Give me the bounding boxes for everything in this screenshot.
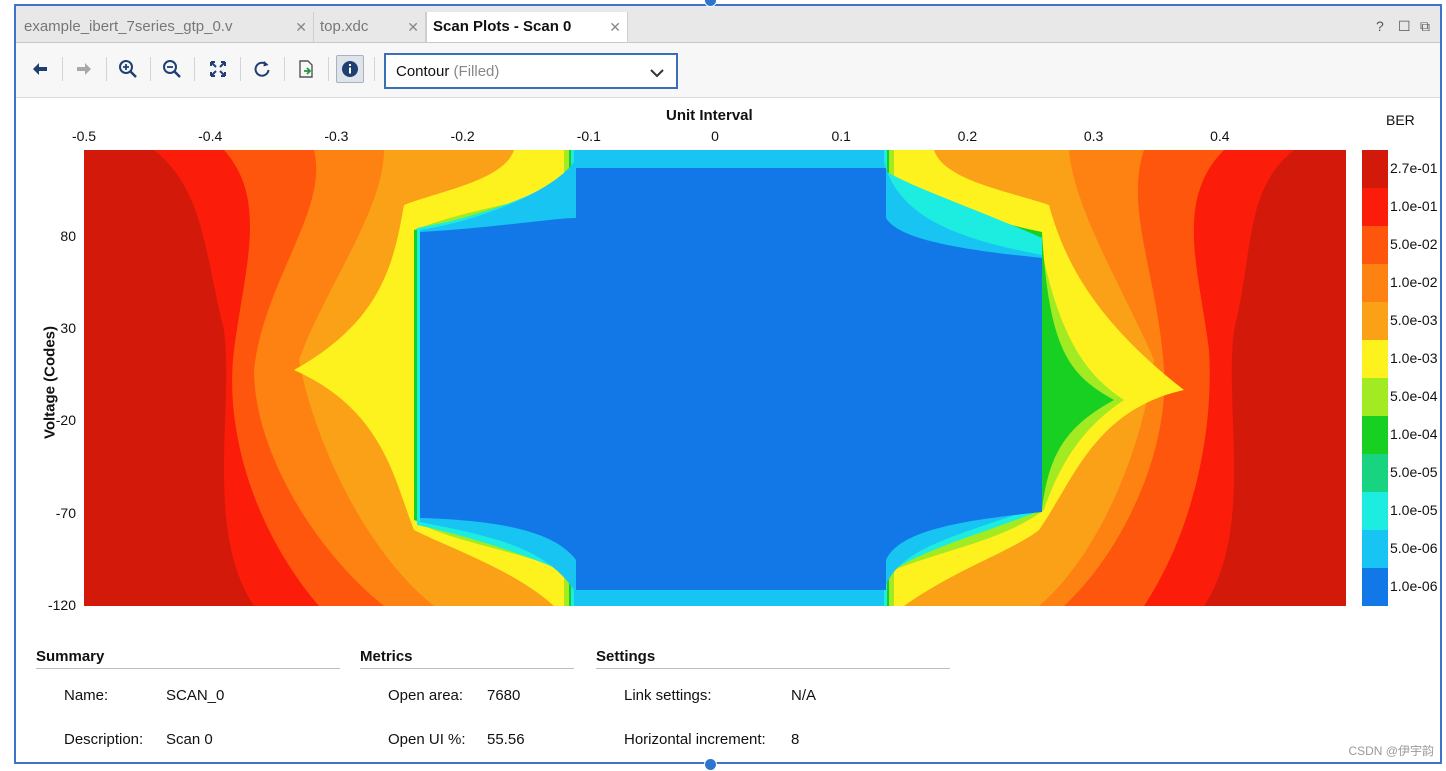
colorbar-swatch xyxy=(1362,530,1388,569)
metrics-open-ui-value: 55.56 xyxy=(487,731,525,748)
settings-link-value: N/A xyxy=(791,687,817,704)
x-tick-label: 0.1 xyxy=(831,128,851,144)
settings-heading: Settings xyxy=(596,648,950,669)
x-tick-label: 0.3 xyxy=(1083,128,1104,144)
tab-example-ibert[interactable]: example_ibert_7series_gtp_0.v ✕ xyxy=(18,12,314,42)
x-tick-label: -0.5 xyxy=(71,128,97,144)
refresh-icon[interactable] xyxy=(248,55,276,83)
restore-icon[interactable]: ☐ xyxy=(1398,18,1411,34)
watermark: CSDN @伊宇韵 xyxy=(1348,744,1434,758)
summary-name-value: SCAN_0 xyxy=(166,687,225,704)
colorbar-label: 1.0e-06 xyxy=(1390,578,1438,594)
x-tick-label: 0 xyxy=(711,128,719,144)
zoom-fit-icon[interactable] xyxy=(204,55,232,83)
colorbar-label: 1.0e-03 xyxy=(1390,350,1438,366)
ber-contour-plot[interactable] xyxy=(84,150,1346,606)
ber-band-1.0e-06 xyxy=(420,168,1042,590)
colorbar-swatch xyxy=(1362,226,1388,265)
export-icon[interactable] xyxy=(292,55,320,83)
forward-arrow-icon[interactable] xyxy=(70,55,98,83)
y-tick-label: 80 xyxy=(60,227,76,244)
colorbar-label: 1.0e-02 xyxy=(1390,274,1438,290)
plot-type-dropdown[interactable]: Contour (Filled) xyxy=(384,53,678,89)
tab-scan-plots[interactable]: Scan Plots - Scan 0 ✕ xyxy=(426,12,628,42)
tab-label: example_ibert_7series_gtp_0.v xyxy=(24,18,233,35)
x-tick-label: -0.1 xyxy=(576,128,601,144)
y-tick-label: 30 xyxy=(60,320,76,337)
metrics-heading: Metrics xyxy=(360,648,574,669)
summary-heading: Summary xyxy=(36,648,340,669)
tab-bar: example_ibert_7series_gtp_0.v ✕ top.xdc … xyxy=(16,6,1440,43)
y-tick-label: -20 xyxy=(55,412,76,429)
zoom-out-icon[interactable] xyxy=(158,55,186,83)
x-tick-label: -0.3 xyxy=(324,128,349,144)
colorbar-label: 5.0e-02 xyxy=(1390,236,1438,252)
summary-description-value: Scan 0 xyxy=(166,731,213,748)
back-arrow-icon[interactable] xyxy=(26,55,54,83)
x-tick-label: 0.2 xyxy=(957,128,978,144)
colorbar-swatch xyxy=(1362,568,1388,606)
summary-name-label: Name: xyxy=(64,687,109,704)
metrics-open-ui-label: Open UI %: xyxy=(388,731,466,748)
summary-description-label: Description: xyxy=(64,731,144,748)
colorbar-swatch xyxy=(1362,378,1388,417)
colorbar-swatch xyxy=(1362,492,1388,531)
plot-type-value: Contour (Filled) xyxy=(396,63,500,80)
colorbar-label: 1.0e-01 xyxy=(1390,198,1438,214)
zoom-in-icon[interactable] xyxy=(114,55,142,83)
colorbar-label: 5.0e-03 xyxy=(1390,312,1438,328)
tab-label: Scan Plots - Scan 0 xyxy=(433,18,572,35)
colorbar-swatch xyxy=(1362,340,1388,379)
toolbar: Contour (Filled) xyxy=(16,43,1440,98)
metrics-open-area-value: 7680 xyxy=(487,687,521,704)
colorbar-label: 5.0e-05 xyxy=(1390,464,1438,480)
colorbar-swatch xyxy=(1362,150,1388,189)
y-tick-label: -70 xyxy=(55,504,76,521)
colorbar-swatch xyxy=(1362,416,1388,455)
colorbar-title: BER xyxy=(1386,112,1415,128)
close-icon[interactable]: ✕ xyxy=(295,19,307,35)
x-tick-label: -0.4 xyxy=(198,128,223,144)
colorbar-swatch xyxy=(1362,188,1388,227)
colorbar-label: 2.7e-01 xyxy=(1390,160,1438,176)
y-tick-label: -120 xyxy=(47,597,76,613)
colorbar-swatch xyxy=(1362,454,1388,493)
tab-label: top.xdc xyxy=(320,18,369,35)
x-axis-title: Unit Interval xyxy=(666,107,753,124)
info-icon[interactable] xyxy=(336,55,364,83)
colorbar-label: 1.0e-05 xyxy=(1390,502,1438,518)
resize-handle-bottom[interactable] xyxy=(704,758,717,771)
settings-horizontal-increment-value: 8 xyxy=(791,731,800,748)
scan-plot-window: example_ibert_7series_gtp_0.v ✕ top.xdc … xyxy=(14,4,1442,764)
help-icon[interactable]: ? xyxy=(1376,18,1384,34)
settings-horizontal-increment-label: Horizontal increment: xyxy=(624,731,766,748)
close-icon[interactable]: ✕ xyxy=(609,19,621,35)
metrics-open-area-label: Open area: xyxy=(388,687,464,704)
x-tick-label: 0.4 xyxy=(1210,128,1230,144)
colorbar-label: 1.0e-04 xyxy=(1390,426,1438,442)
chevron-down-icon xyxy=(650,65,664,82)
float-icon[interactable]: ⧉ xyxy=(1420,18,1430,34)
colorbar-swatch xyxy=(1362,264,1388,303)
ber-colorbar xyxy=(1362,150,1388,606)
tab-top-xdc[interactable]: top.xdc ✕ xyxy=(314,12,426,42)
colorbar-swatch xyxy=(1362,302,1388,341)
colorbar-label: 5.0e-04 xyxy=(1390,388,1438,404)
settings-link-label: Link settings: xyxy=(624,687,712,704)
colorbar-label: 5.0e-06 xyxy=(1390,540,1438,556)
close-icon[interactable]: ✕ xyxy=(407,19,419,35)
x-tick-label: -0.2 xyxy=(450,128,475,144)
